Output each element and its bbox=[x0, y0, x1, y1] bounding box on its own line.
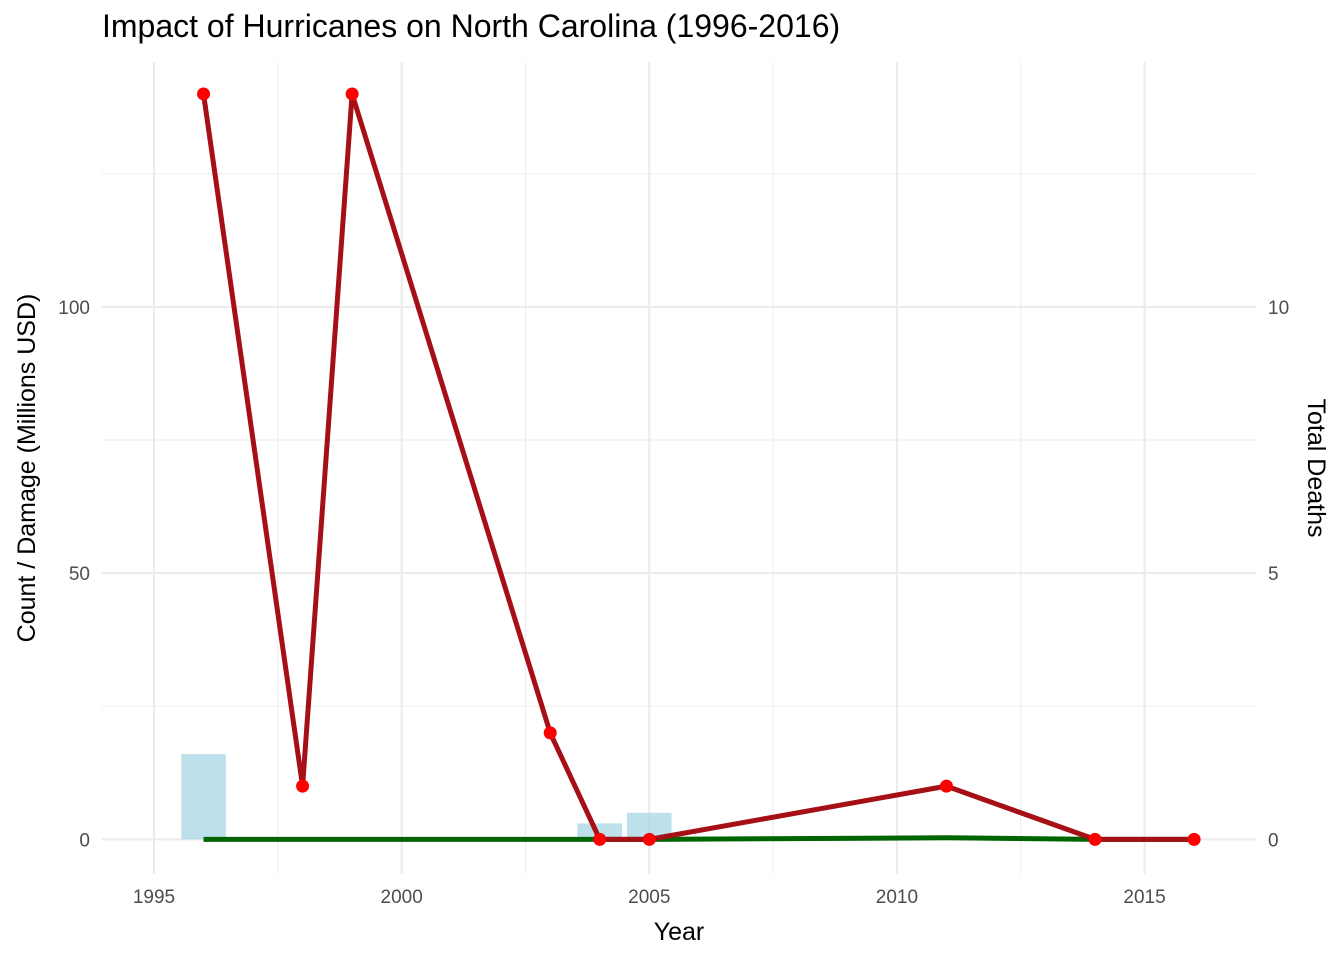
y-tick-label: 50 bbox=[69, 564, 90, 585]
y2-tick-labels: 0 5 10 bbox=[1268, 298, 1289, 851]
bar bbox=[577, 823, 623, 840]
y-tick-label: 0 bbox=[79, 830, 90, 851]
deaths-point bbox=[1187, 832, 1201, 846]
damage-line bbox=[203, 835, 1195, 842]
x-tick-labels: 1995 2000 2005 2010 2015 bbox=[133, 887, 1166, 908]
x-tick-label: 2010 bbox=[876, 887, 918, 908]
line-series bbox=[201, 91, 1195, 842]
bar-series bbox=[181, 754, 672, 840]
y2-tick-label: 5 bbox=[1268, 564, 1279, 585]
deaths-point bbox=[197, 87, 211, 101]
deaths-point bbox=[543, 726, 557, 740]
deaths-point bbox=[1088, 832, 1102, 846]
x-tick-label: 2005 bbox=[628, 887, 670, 908]
y-tick-label: 100 bbox=[58, 298, 90, 319]
y2-tick-label: 0 bbox=[1268, 830, 1279, 851]
chart-title: Impact of Hurricanes on North Carolina (… bbox=[102, 8, 841, 44]
x-tick-label: 2000 bbox=[381, 887, 423, 908]
deaths-line bbox=[201, 91, 1195, 842]
y-tick-labels: 0 50 100 bbox=[58, 298, 90, 851]
deaths-point bbox=[939, 779, 953, 793]
x-axis-title: Year bbox=[654, 918, 705, 946]
deaths-point bbox=[296, 779, 310, 793]
minor-gridlines bbox=[102, 62, 1256, 874]
x-tick-label: 1995 bbox=[133, 887, 175, 908]
point-series bbox=[197, 87, 1201, 846]
bar bbox=[181, 754, 226, 840]
y2-tick-label: 10 bbox=[1268, 298, 1289, 319]
y2-axis-title: Total Deaths bbox=[1302, 399, 1330, 538]
major-gridlines bbox=[102, 62, 1256, 874]
deaths-point bbox=[642, 832, 656, 846]
x-tick-label: 2015 bbox=[1123, 887, 1165, 908]
y-axis-title: Count / Damage (Millions USD) bbox=[13, 294, 41, 643]
deaths-point bbox=[345, 87, 359, 101]
deaths-point bbox=[593, 832, 607, 846]
